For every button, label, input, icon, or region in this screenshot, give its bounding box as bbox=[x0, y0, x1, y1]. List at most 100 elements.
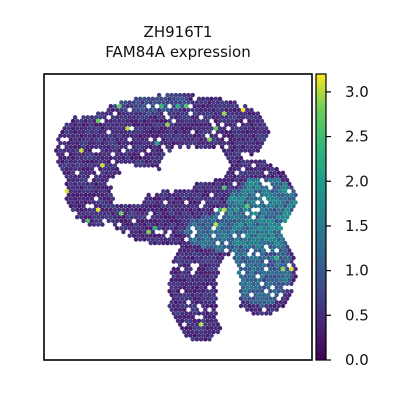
expression-spot bbox=[289, 200, 294, 205]
expression-spot bbox=[127, 129, 132, 135]
expression-spot bbox=[249, 144, 254, 150]
expression-spot bbox=[232, 174, 237, 179]
expression-spot bbox=[186, 329, 191, 335]
expression-spot bbox=[287, 248, 292, 253]
expression-spot bbox=[217, 96, 223, 102]
expression-spot bbox=[100, 170, 105, 175]
expression-spot bbox=[270, 307, 275, 312]
expression-spot bbox=[201, 326, 206, 331]
expression-spot bbox=[102, 211, 107, 216]
expression-spot bbox=[131, 122, 137, 127]
expression-spot bbox=[205, 281, 210, 286]
expression-spot bbox=[75, 200, 80, 205]
expression-spot bbox=[257, 211, 263, 216]
expression-spot bbox=[196, 289, 202, 294]
expression-spot bbox=[255, 281, 260, 286]
expression-spot bbox=[226, 229, 231, 235]
expression-spot bbox=[133, 215, 139, 220]
expression-spot bbox=[224, 129, 229, 135]
expression-spot bbox=[142, 141, 147, 146]
expression-spot bbox=[249, 203, 254, 209]
expression-spot bbox=[66, 126, 72, 131]
expression-spot bbox=[276, 303, 281, 309]
expression-spot bbox=[203, 122, 208, 127]
expression-spot bbox=[234, 207, 239, 212]
expression-spot bbox=[190, 285, 195, 290]
expression-spot bbox=[140, 144, 145, 150]
expression-spot bbox=[188, 215, 193, 220]
expression-spot bbox=[133, 222, 139, 227]
expression-spot bbox=[272, 222, 277, 227]
expression-spot bbox=[75, 126, 80, 131]
expression-spot bbox=[249, 181, 254, 187]
expression-spot bbox=[66, 192, 72, 198]
expression-spot bbox=[276, 244, 281, 249]
expression-spot bbox=[228, 181, 233, 187]
expression-spot bbox=[232, 240, 237, 246]
expression-spot bbox=[146, 207, 151, 212]
expression-spot bbox=[161, 211, 166, 216]
expression-spot bbox=[159, 118, 164, 124]
expression-spot bbox=[125, 148, 130, 153]
expression-spot bbox=[236, 115, 242, 120]
expression-spot bbox=[192, 185, 197, 190]
expression-spot bbox=[245, 263, 250, 268]
expression-spot bbox=[108, 170, 114, 175]
expression-spot bbox=[138, 96, 143, 102]
expression-spot bbox=[219, 218, 225, 224]
expression-spot bbox=[251, 237, 256, 242]
colorbar-tick-label: 2.0 bbox=[345, 172, 369, 190]
expression-spot bbox=[156, 203, 162, 209]
expression-spot bbox=[226, 111, 231, 116]
expression-spot bbox=[219, 129, 225, 135]
expression-spot bbox=[209, 326, 214, 331]
expression-spot bbox=[110, 166, 116, 172]
expression-spot bbox=[222, 178, 227, 183]
expression-spot bbox=[194, 122, 200, 127]
expression-spot bbox=[243, 274, 248, 279]
expression-spot bbox=[91, 222, 97, 227]
expression-spot bbox=[249, 218, 254, 224]
expression-spot bbox=[282, 248, 288, 253]
colorbar-tick-label: 2.5 bbox=[345, 128, 369, 146]
expression-spot bbox=[114, 203, 120, 209]
expression-spot bbox=[209, 318, 214, 323]
expression-spot bbox=[89, 122, 95, 127]
expression-spot bbox=[175, 303, 181, 309]
expression-spot bbox=[70, 133, 76, 138]
expression-spot bbox=[213, 281, 218, 286]
expression-spot bbox=[165, 226, 170, 231]
expression-spot bbox=[150, 200, 155, 205]
expression-spot bbox=[257, 292, 263, 298]
expression-spot bbox=[201, 229, 206, 235]
expression-spot bbox=[215, 226, 221, 231]
expression-spot bbox=[194, 115, 200, 120]
expression-spot bbox=[135, 159, 141, 164]
expression-spot bbox=[287, 292, 292, 298]
expression-spot bbox=[150, 141, 155, 146]
expression-spot bbox=[89, 166, 95, 172]
expression-spot bbox=[285, 192, 290, 198]
expression-spot bbox=[213, 200, 218, 205]
expression-spot bbox=[64, 196, 69, 201]
expression-spot bbox=[278, 226, 284, 231]
expression-spot bbox=[75, 163, 80, 168]
expression-spot bbox=[127, 115, 132, 120]
expression-spot bbox=[177, 255, 183, 261]
expression-spot bbox=[198, 189, 204, 194]
expression-spot bbox=[89, 152, 95, 157]
expression-spot bbox=[96, 215, 101, 220]
expression-spot bbox=[167, 118, 172, 124]
expression-spot bbox=[135, 144, 141, 150]
expression-spot bbox=[234, 141, 239, 146]
expression-spot bbox=[121, 104, 126, 109]
expression-spot bbox=[123, 107, 128, 113]
expression-spot bbox=[125, 155, 130, 161]
expression-spot bbox=[129, 222, 134, 227]
expression-spot bbox=[112, 207, 118, 212]
expression-spot bbox=[243, 266, 248, 272]
expression-spot bbox=[245, 181, 250, 187]
expression-spot bbox=[236, 255, 242, 261]
expression-spot bbox=[268, 170, 273, 175]
expression-spot bbox=[62, 170, 67, 175]
